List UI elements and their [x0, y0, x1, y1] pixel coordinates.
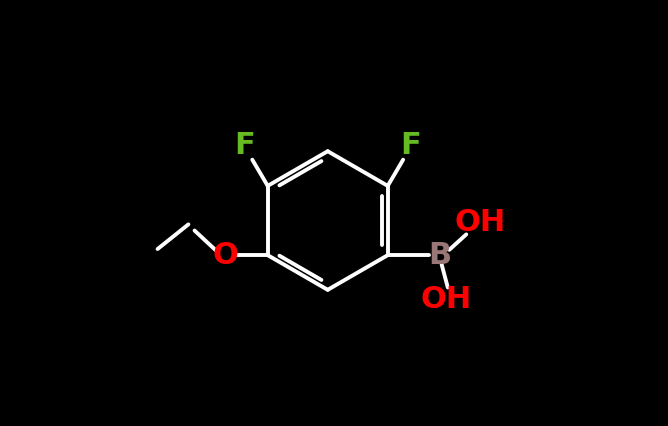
Text: F: F: [400, 131, 422, 160]
Text: OH: OH: [421, 285, 472, 314]
Text: O: O: [212, 241, 238, 270]
Text: F: F: [234, 131, 255, 160]
Text: OH: OH: [454, 208, 506, 237]
Text: B: B: [429, 241, 452, 270]
